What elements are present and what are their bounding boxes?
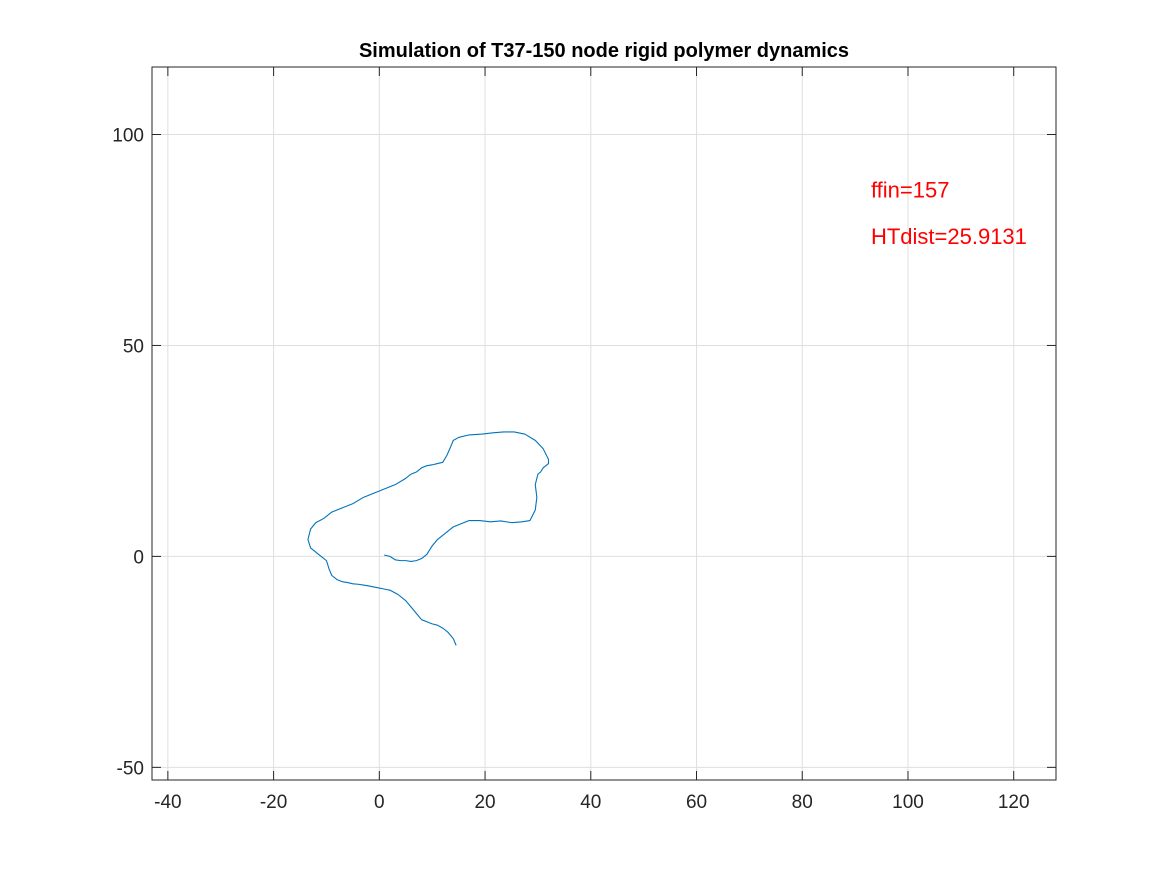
annotation-text: ffin=157	[871, 177, 950, 202]
axes-layer	[151, 66, 1057, 781]
x-tick-label: 120	[998, 792, 1030, 813]
x-tick-label: 60	[686, 792, 707, 813]
annotation-layer: ffin=157 HTdist=25.9131	[871, 177, 1027, 248]
x-tick-label: 100	[892, 792, 924, 813]
series-line-1	[307, 431, 550, 646]
plot-area	[152, 67, 1056, 780]
y-tick-label: 0	[133, 547, 144, 568]
x-tick-label: 40	[580, 792, 601, 813]
y-tick-label: 100	[112, 126, 144, 147]
axes-box	[151, 66, 1057, 781]
x-tick-label: 20	[474, 792, 495, 813]
chart-title: Simulation of T37-150 node rigid polymer…	[359, 40, 849, 62]
x-tick-label: 80	[792, 792, 813, 813]
ticks-layer: -40 -20 0 20 40 60 80 100 120 -50 0 50 100	[112, 67, 1056, 813]
x-tick-label: -20	[260, 792, 287, 813]
annotation-text: HTdist=25.9131	[871, 224, 1027, 249]
y-tick-label: 50	[123, 336, 144, 357]
y-tick-label: -50	[117, 758, 144, 779]
grid-layer	[152, 67, 1056, 780]
x-tick-label: -40	[154, 792, 181, 813]
series-layer	[307, 431, 550, 646]
x-tick-label: 0	[374, 792, 385, 813]
